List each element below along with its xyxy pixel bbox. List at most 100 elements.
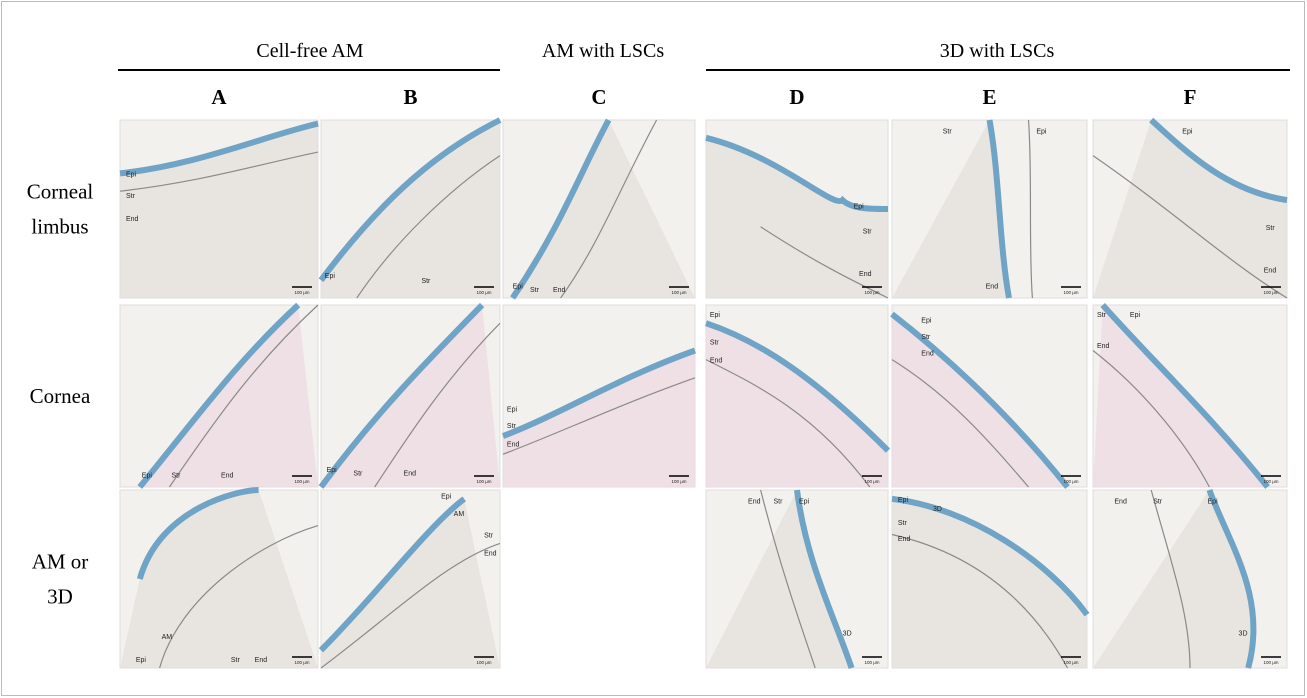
tissue-label: Epi	[854, 203, 865, 210]
micrograph: Epi 3D Str End 100 μm	[892, 490, 1087, 668]
tissue-label: Str	[172, 472, 182, 479]
stroma	[892, 120, 1087, 298]
scale-bar-label: 100 μm	[1063, 290, 1078, 295]
tissue-label: Str	[1266, 225, 1276, 232]
scale-bar-label: 100 μm	[294, 290, 309, 295]
epithelium	[140, 305, 298, 487]
scale-bar-label: 100 μm	[294, 660, 309, 665]
epithelium	[1151, 120, 1287, 200]
endothelium	[892, 360, 1029, 487]
endothelium	[321, 543, 500, 668]
tissue-label: Epi	[327, 467, 338, 474]
tissue	[321, 120, 500, 298]
endothelium	[1093, 351, 1209, 488]
tissue-label: Str	[1097, 312, 1107, 319]
tissue-label: Epi	[513, 284, 524, 291]
tissue	[706, 138, 888, 298]
tissue	[892, 499, 1087, 668]
tissue	[706, 490, 888, 668]
micrograph: End Str Epi 3D 100 μm	[706, 490, 888, 668]
epithelium	[797, 490, 852, 668]
endothelium	[1093, 156, 1287, 298]
column-letter: E	[982, 85, 996, 109]
endothelium	[706, 360, 870, 487]
tissue	[120, 490, 318, 668]
tissue-label: End	[859, 271, 872, 278]
tissue-label: Str	[774, 499, 784, 506]
tissue-label: AM	[162, 634, 173, 641]
micrograph: End Str Epi 3D 100 μm	[1093, 490, 1287, 668]
tissue-label: End	[221, 472, 234, 479]
endothelium	[761, 227, 888, 298]
tissue-label: Epi	[799, 499, 810, 506]
column-letter: A	[211, 85, 227, 109]
stroma	[120, 305, 318, 487]
epithelium	[1209, 490, 1253, 668]
column-letter: C	[591, 85, 606, 109]
row-label: AM or	[32, 550, 89, 574]
scale-bar-label: 100 μm	[476, 660, 491, 665]
scale-bar-label: 100 μm	[476, 479, 491, 484]
tissue-label: End	[986, 284, 999, 291]
scale-bar-label: 100 μm	[1263, 290, 1278, 295]
tissue	[1093, 120, 1287, 298]
endothelium	[761, 490, 816, 668]
tissue-label: Str	[353, 470, 363, 477]
stroma	[706, 137, 888, 298]
tissue-label: Str	[898, 520, 908, 527]
scale-bar-label: 100 μm	[1063, 479, 1078, 484]
tissue	[321, 499, 500, 668]
tissue-label: Str	[231, 657, 241, 664]
group-title: Cell-free AM	[256, 40, 363, 62]
epithelium	[892, 314, 1068, 487]
scale-bar-label: 100 μm	[864, 479, 879, 484]
scale-bar-label: 100 μm	[1263, 660, 1278, 665]
tissue-label: Str	[421, 278, 431, 285]
scale-bar-label: 100 μm	[671, 479, 686, 484]
tissue-label: End	[921, 350, 934, 357]
micrograph: Epi Str End 100 μm	[503, 305, 695, 487]
tissue-label: AM	[454, 511, 465, 518]
epithelium	[706, 138, 888, 209]
stroma	[1093, 120, 1287, 298]
endothelium	[503, 378, 695, 454]
tissue-label: Epi	[142, 472, 153, 479]
row-label: limbus	[31, 215, 88, 239]
column-letter: F	[1184, 85, 1197, 109]
tissue-label: Epi	[1208, 499, 1219, 506]
endothelium	[561, 120, 657, 298]
tissue-label: End	[553, 287, 566, 294]
tissue-label: Str	[1153, 499, 1163, 506]
endothelium	[1151, 490, 1190, 668]
micrograph: Epi Str 100 μm	[321, 120, 500, 298]
stroma	[706, 323, 888, 487]
tissue	[503, 120, 695, 298]
tissue-label: End	[748, 499, 761, 506]
endothelium	[120, 152, 318, 191]
tissue-label: End	[404, 470, 417, 477]
tissue-label: End	[1114, 499, 1127, 506]
epithelium	[321, 499, 464, 650]
stroma	[503, 120, 695, 298]
scale-bar-label: 100 μm	[1063, 660, 1078, 665]
tissue-label: Epi	[441, 493, 452, 500]
micrograph: Epi Str End 100 μm	[892, 305, 1087, 487]
tissue-label: End	[255, 657, 268, 664]
micrograph: Epi Str End 100 μm	[120, 120, 318, 298]
tissue-label: End	[898, 536, 911, 543]
tissue-label: Str	[943, 129, 953, 136]
epithelium	[892, 499, 1087, 615]
tissue-label: Epi	[1036, 129, 1047, 136]
stroma	[503, 350, 695, 487]
tissue-label: Epi	[126, 171, 137, 178]
tissue	[1093, 490, 1287, 668]
tissue-label: 3D	[933, 506, 942, 513]
stroma	[706, 490, 888, 668]
epithelium	[321, 120, 500, 280]
stroma	[321, 305, 500, 487]
tissue	[321, 305, 500, 487]
epithelium	[513, 120, 609, 298]
tissue-label: Str	[863, 228, 873, 235]
group-title: 3D with LSCs	[940, 40, 1055, 62]
tissue-label: Epi	[1182, 129, 1193, 136]
